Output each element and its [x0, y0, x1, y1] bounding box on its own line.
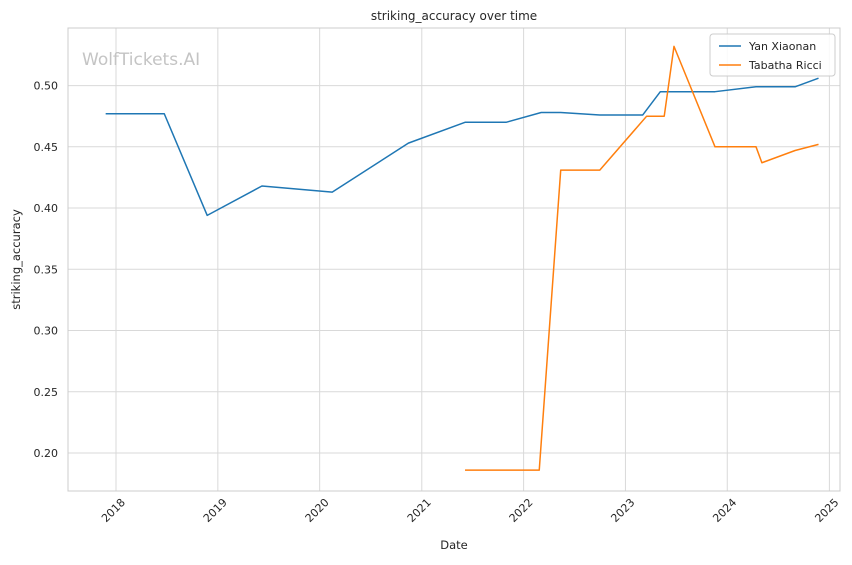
x-tick-label: 2023: [608, 496, 637, 525]
y-tick-labels: 0.20 0.25 0.30 0.35 0.40 0.45 0.50: [34, 80, 59, 460]
y-tick-label: 0.25: [34, 386, 59, 399]
grid: [68, 28, 840, 491]
x-tick-labels: 2018 2019 2020 2021 2022 2023 2024 2025: [99, 496, 841, 525]
x-tick-label: 2019: [201, 496, 230, 525]
y-axis-label: striking_accuracy: [9, 209, 23, 310]
x-tick-label: 2020: [303, 496, 332, 525]
legend-box: [709, 33, 836, 77]
y-tick-label: 0.45: [34, 141, 59, 154]
plot-frame: [67, 27, 841, 492]
x-axis-label: Date: [440, 538, 468, 552]
y-tick-label: 0.50: [34, 80, 59, 93]
y-tick-label: 0.20: [34, 447, 59, 460]
y-tick-label: 0.30: [34, 325, 59, 338]
x-tick-label: 2022: [507, 496, 536, 525]
chart-title: striking_accuracy over time: [371, 9, 537, 23]
x-tick-label: 2025: [812, 496, 841, 525]
watermark: WolfTickets.AI: [82, 50, 200, 70]
x-tick-label: 2018: [99, 496, 128, 525]
y-tick-label: 0.35: [34, 263, 59, 276]
x-tick-label: 2021: [405, 496, 434, 525]
x-tick-label: 2024: [710, 496, 739, 525]
legend-label: Tabatha Ricci: [748, 59, 822, 72]
legend-label: Yan Xiaonan: [748, 40, 816, 53]
legend: Yan Xiaonan Tabatha Ricci: [709, 33, 836, 77]
series-line-1: [105, 77, 819, 217]
y-tick-label: 0.40: [34, 202, 59, 215]
series-line-2: [465, 45, 819, 471]
series-lines: [105, 45, 819, 471]
